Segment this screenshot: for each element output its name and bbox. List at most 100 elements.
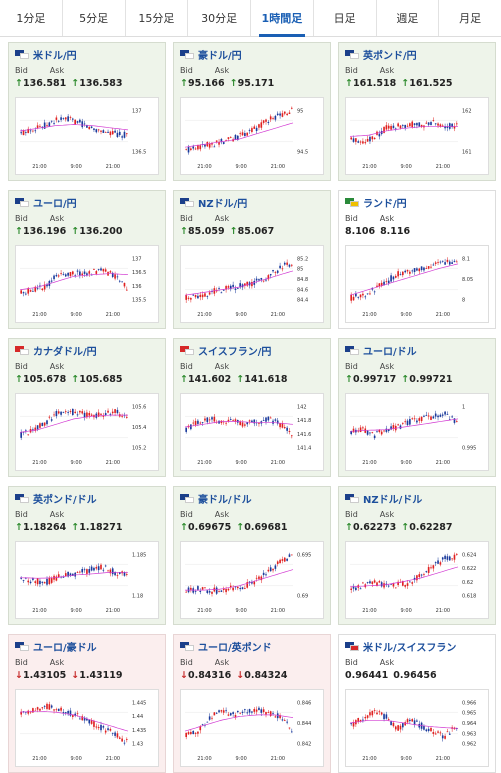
tab-timeframe[interactable]: 1分足: [0, 0, 63, 36]
tab-timeframe[interactable]: 5分足: [63, 0, 126, 36]
ask-label: Ask: [379, 214, 395, 223]
candle: [383, 714, 385, 720]
candle: [199, 591, 202, 592]
currency-card[interactable]: ランド/円 Bid Ask 8.106 8.116 8.1 8.05 8 21:00 9…: [338, 190, 496, 329]
candle: [79, 271, 81, 276]
pair-name[interactable]: 豪ドル/円: [198, 50, 242, 62]
flag-icon: [15, 641, 29, 651]
candle: [72, 573, 74, 576]
mini-candle-chart[interactable]: 1.185 1.18 21:00 9:00 21:00: [15, 541, 159, 619]
candle: [448, 123, 451, 129]
candle: [116, 409, 119, 414]
bid-label: Bid: [180, 362, 193, 371]
candle: [72, 408, 74, 416]
pair-name[interactable]: 米ドル/円: [33, 50, 77, 62]
currency-card[interactable]: 英ポンド/円 Bid Ask ↑161.518 ↑161.525 162 161 2…: [338, 42, 496, 181]
pair-name[interactable]: 米ドル/スイスフラン: [363, 642, 457, 654]
pair-name[interactable]: 英ポンド/円: [363, 50, 417, 62]
bid-label: Bid: [15, 658, 28, 667]
pair-name[interactable]: 豪ドル/ドル: [198, 494, 252, 506]
candle: [260, 122, 263, 128]
currency-card[interactable]: 豪ドル/ドル Bid Ask ↑0.69675 ↑0.69681 0.695 0.…: [173, 486, 331, 625]
tab-timeframe[interactable]: 1時間足: [251, 0, 314, 37]
candle: [279, 265, 281, 269]
pair-name[interactable]: ユーロ/豪ドル: [33, 642, 97, 654]
currency-card[interactable]: 英ポンド/ドル Bid Ask ↑1.18264 ↑1.18271 1.185 1…: [8, 486, 166, 625]
mini-candle-chart[interactable]: 1.445 1.44 1.435 1.43 21:00 9:00 21:00: [15, 689, 159, 767]
candle: [126, 289, 128, 291]
mini-candle-chart[interactable]: 142 141.8 141.6 141.4 21:00 9:00 21:00: [180, 393, 324, 471]
pair-name[interactable]: NZドル/ドル: [363, 494, 423, 506]
candle: [406, 583, 409, 586]
card-header: 豪ドル/円: [180, 47, 242, 62]
candle: [114, 732, 116, 736]
y-tick-label: 1.185: [132, 552, 146, 558]
candle: [213, 146, 216, 148]
candle: [286, 427, 288, 431]
moving-average-line: [19, 710, 129, 732]
currency-card[interactable]: ユーロ/円 Bid Ask ↑136.196 ↑136.200 137 136.5…: [8, 190, 166, 329]
ask-price: ↑161.525: [401, 78, 453, 89]
mini-candle-chart[interactable]: 137 136.5 136 135.5 21:00 9:00 21:00: [15, 245, 159, 323]
mini-candle-chart[interactable]: 1 0.995 21:00 9:00 21:00: [345, 393, 489, 471]
pair-name[interactable]: スイスフラン/円: [198, 346, 272, 358]
pair-name[interactable]: ランド/円: [363, 198, 407, 210]
mini-candle-chart[interactable]: 0.966 0.965 0.964 0.963 0.962 21:00 9:00 21:00: [345, 689, 489, 767]
mini-candle-chart[interactable]: 8.1 8.05 8 21:00 9:00 21:00: [345, 245, 489, 323]
tab-timeframe[interactable]: 週足: [377, 0, 440, 36]
mini-candle-chart[interactable]: 105.6 105.4 105.2 21:00 9:00 21:00: [15, 393, 159, 471]
pair-name[interactable]: カナダドル/円: [33, 346, 97, 358]
bid-price: ↑136.581: [15, 78, 67, 89]
y-tick-label: 136.5: [132, 270, 146, 276]
candle: [274, 565, 277, 569]
candle: [439, 414, 442, 417]
mini-candle-chart[interactable]: 0.624 0.622 0.62 0.618 21:00 9:00 21:00: [345, 541, 489, 619]
candle: [392, 125, 395, 129]
currency-card[interactable]: カナダドル/円 Bid Ask ↑105.678 ↑105.685 105.6 1…: [8, 338, 166, 477]
mini-candle-chart[interactable]: 137 136.5 21:00 9:00 21:00: [15, 97, 159, 175]
currency-card[interactable]: 米ドル/スイスフラン Bid Ask 0.96441 0.96456 0.966…: [338, 634, 496, 773]
mini-candle-chart[interactable]: 0.846 0.844 0.842 21:00 9:00 21:00: [180, 689, 324, 767]
candle: [55, 709, 58, 711]
candle: [376, 285, 378, 287]
y-tick-label: 0.844: [297, 721, 311, 727]
candle: [246, 422, 249, 425]
candle: [197, 144, 199, 150]
currency-card[interactable]: ユーロ/豪ドル Bid Ask ↓1.43105 ↓1.43119 1.445 1…: [8, 634, 166, 773]
candle: [456, 123, 458, 125]
pair-name[interactable]: NZドル/円: [198, 198, 248, 210]
candle: [362, 719, 364, 721]
candle: [402, 580, 404, 586]
currency-card[interactable]: NZドル/ドル Bid Ask ↑0.62273 ↑0.62287 0.624 0…: [338, 486, 496, 625]
currency-card[interactable]: 米ドル/円 Bid Ask ↑136.581 ↑136.583 137 136.5…: [8, 42, 166, 181]
mini-candle-chart[interactable]: 0.695 0.69 21:00 9:00 21:00: [180, 541, 324, 619]
candle: [383, 281, 385, 285]
currency-card[interactable]: 豪ドル/円 Bid Ask ↑95.166 ↑95.171 95 94.5 21:0…: [173, 42, 331, 181]
mini-candle-chart[interactable]: 162 161 21:00 9:00 21:00: [345, 97, 489, 175]
tab-timeframe[interactable]: 15分足: [126, 0, 189, 36]
mini-candle-chart[interactable]: 95 94.5 21:00 9:00 21:00: [180, 97, 324, 175]
candle: [411, 270, 414, 272]
candle: [279, 559, 281, 564]
pair-name[interactable]: 英ポンド/ドル: [33, 494, 97, 506]
candle: [274, 716, 277, 718]
candle: [20, 711, 22, 715]
candle: [104, 565, 107, 567]
prices: ↑0.99717 ↑0.99721: [345, 374, 453, 385]
pair-name[interactable]: ユーロ/英ポンド: [198, 642, 272, 654]
currency-card[interactable]: ユーロ/ドル Bid Ask ↑0.99717 ↑0.99721 1 0.995 2…: [338, 338, 496, 477]
currency-card[interactable]: NZドル/円 Bid Ask ↑85.059 ↑85.067 85.2 85 84.…: [173, 190, 331, 329]
prices: ↑161.518 ↑161.525: [345, 78, 453, 89]
tab-timeframe[interactable]: 月足: [459, 12, 482, 25]
tab-timeframe[interactable]: 日足: [314, 0, 377, 36]
tab-timeframe[interactable]: 30分足: [188, 0, 251, 36]
mini-candle-chart[interactable]: 85.2 85 84.8 84.6 84.4 21:00 9:00 21:00: [180, 245, 324, 323]
candle: [208, 591, 211, 593]
candle: [123, 742, 126, 744]
pair-name[interactable]: ユーロ/ドル: [363, 346, 417, 358]
currency-card[interactable]: ユーロ/英ポンド Bid Ask ↓0.84316 ↓0.84324 0.846…: [173, 634, 331, 773]
candle: [432, 416, 435, 419]
currency-card[interactable]: スイスフラン/円 Bid Ask ↑141.602 ↑141.618 142 14…: [173, 338, 331, 477]
candle: [267, 569, 270, 572]
pair-name[interactable]: ユーロ/円: [33, 198, 77, 210]
